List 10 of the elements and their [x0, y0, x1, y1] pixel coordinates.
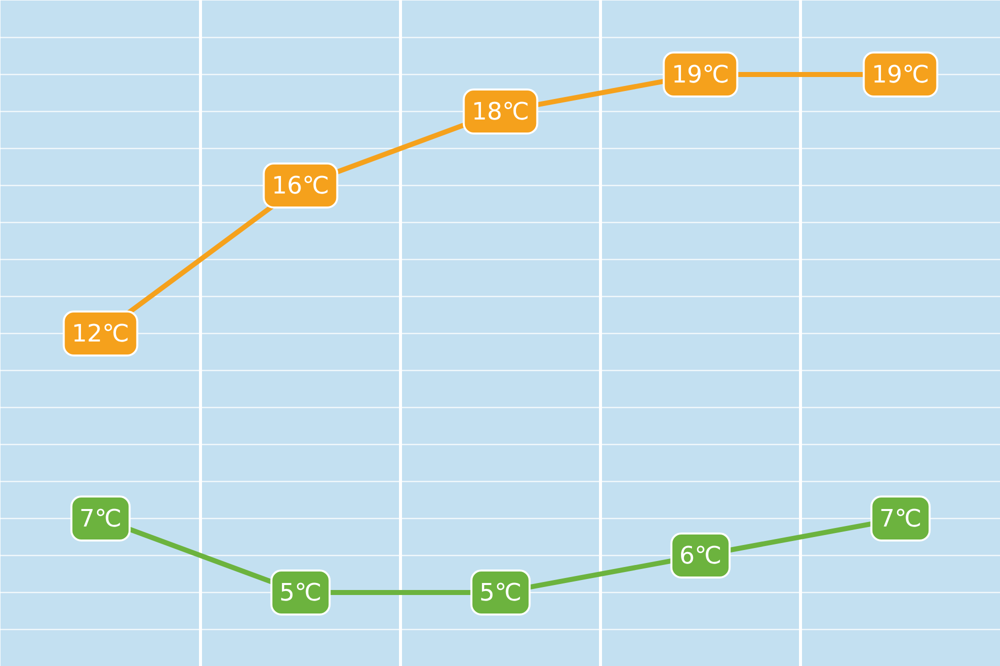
data-label: 5℃ [279, 578, 322, 606]
data-label: 19℃ [872, 60, 930, 88]
data-label: 18℃ [472, 98, 530, 126]
data-label: 19℃ [672, 60, 730, 88]
data-label: 5℃ [479, 578, 522, 606]
data-label: 16℃ [272, 172, 330, 200]
data-label: 7℃ [879, 504, 922, 532]
data-label: 12℃ [72, 320, 130, 348]
data-label: 7℃ [79, 504, 122, 532]
data-label: 6℃ [679, 542, 722, 570]
